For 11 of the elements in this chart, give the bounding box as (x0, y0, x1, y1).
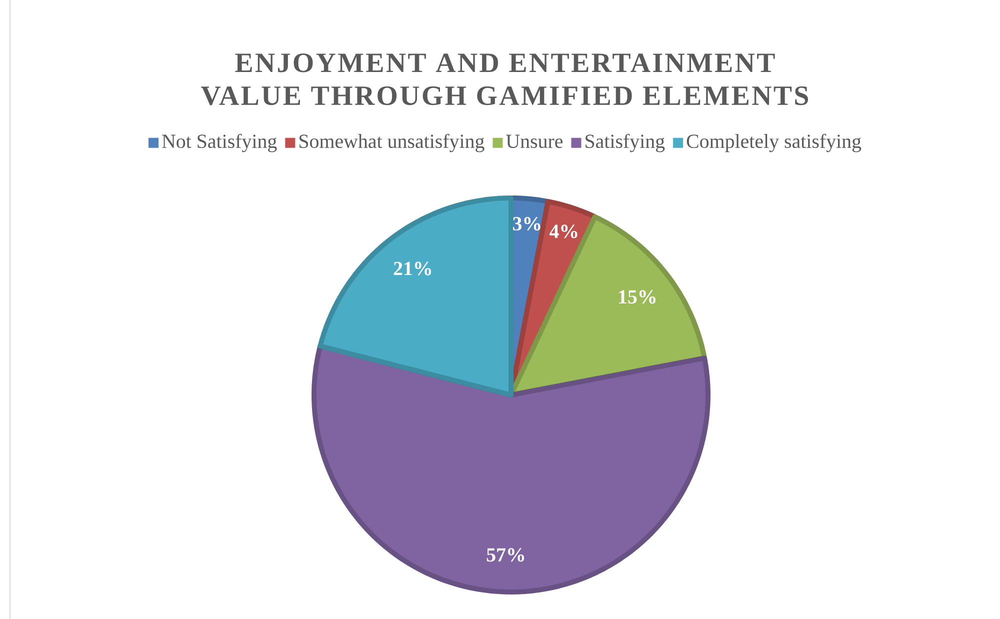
legend-label: Satisfying (586, 134, 665, 152)
data-label: 15% (619, 290, 656, 304)
data-label: 21% (394, 262, 431, 276)
legend-label: Not Satisfying (162, 134, 277, 152)
data-label: 3% (513, 216, 540, 231)
legend-label: Completely satisfying (686, 134, 862, 152)
legend-label: Somewhat unsatisfying (300, 134, 484, 152)
data-label: 57% (486, 548, 524, 562)
legend-label: Unsure (506, 134, 563, 148)
data-label: 4% (549, 224, 578, 238)
chart-title: ENJOYMENT AND ENTERTAINMENT VALUE THROUGH GAMIFIED ELEMENTS (201, 54, 808, 106)
